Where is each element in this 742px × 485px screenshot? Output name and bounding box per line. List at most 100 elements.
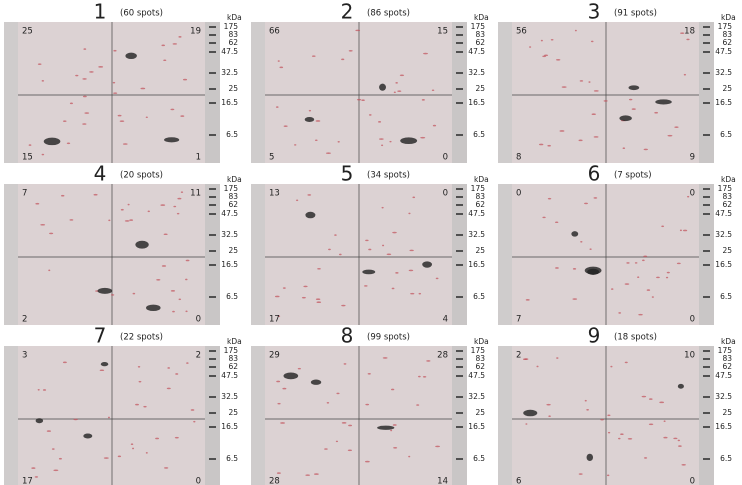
quadrant-count: 13 xyxy=(269,189,280,199)
ladder-marker: 25 xyxy=(722,408,732,417)
spot xyxy=(315,298,321,300)
quadrant-count: 6 xyxy=(516,477,521,485)
quadrant-count: 2 xyxy=(196,351,201,361)
spot xyxy=(556,357,559,359)
spot xyxy=(663,420,666,423)
spot xyxy=(113,49,117,52)
quadrant-count: 66 xyxy=(269,27,280,37)
dark-spot xyxy=(310,379,322,385)
ladder-marker: 47.5 xyxy=(468,371,485,380)
ladder-unit: kDa xyxy=(474,175,489,184)
ladder-band xyxy=(456,204,463,206)
dark-spot xyxy=(628,85,640,91)
spot xyxy=(600,418,604,421)
spot xyxy=(277,402,281,405)
ladder-band xyxy=(456,296,463,298)
spot xyxy=(341,422,347,424)
gel-area xyxy=(18,184,205,325)
spot xyxy=(328,248,331,251)
spot xyxy=(572,268,577,270)
spot xyxy=(361,99,365,101)
quadrant-count: 0 xyxy=(690,189,695,199)
spot xyxy=(42,389,47,391)
ladder-marker: 62 xyxy=(475,200,485,209)
spot xyxy=(173,205,177,208)
spot xyxy=(397,90,402,92)
ladder-band xyxy=(209,102,216,104)
spot xyxy=(130,443,134,446)
spot xyxy=(364,285,368,287)
ladder-strip xyxy=(699,22,714,163)
ladder-marker: 16.5 xyxy=(468,260,485,269)
spot xyxy=(399,74,405,77)
spot xyxy=(297,367,301,370)
ladder-marker: 175 xyxy=(718,184,733,193)
spot xyxy=(603,100,608,102)
dark-spot xyxy=(283,372,299,380)
spot xyxy=(117,455,122,458)
spot xyxy=(317,267,321,270)
sample-strip xyxy=(4,22,18,163)
quadrant-count: 8 xyxy=(516,153,521,163)
ladder-band xyxy=(456,350,463,352)
ladder-band xyxy=(456,72,463,74)
ladder-band xyxy=(456,188,463,190)
spot xyxy=(53,469,59,472)
spot xyxy=(382,357,388,359)
spot xyxy=(395,272,399,274)
spot xyxy=(641,395,647,398)
ladder-band xyxy=(456,34,463,36)
spot xyxy=(638,313,643,316)
spot xyxy=(578,139,583,142)
spot xyxy=(186,362,189,364)
ladder-band xyxy=(209,375,216,377)
ladder-band xyxy=(703,134,710,136)
sample-strip xyxy=(4,346,18,485)
spot xyxy=(643,255,648,258)
ladder-band xyxy=(456,42,463,44)
spot xyxy=(277,60,280,62)
spot xyxy=(389,140,392,143)
spot xyxy=(547,197,552,200)
spot xyxy=(277,315,281,317)
spot xyxy=(435,277,439,280)
spot xyxy=(120,208,124,211)
ladder-band xyxy=(703,296,710,298)
spot xyxy=(593,90,599,92)
spot xyxy=(586,409,590,411)
spot xyxy=(135,403,139,406)
ladder-band xyxy=(456,51,463,53)
spot xyxy=(643,148,648,151)
ladder-band xyxy=(209,51,216,53)
spot xyxy=(174,436,179,439)
spot xyxy=(185,310,188,313)
ladder-band xyxy=(456,196,463,198)
spot xyxy=(73,418,78,421)
spot xyxy=(540,39,543,42)
ladder-band xyxy=(456,358,463,360)
ladder-marker: 83 xyxy=(475,30,485,39)
spot xyxy=(356,98,362,101)
spot xyxy=(368,114,372,116)
ladder-marker: 25 xyxy=(228,246,238,255)
ladder-marker: 175 xyxy=(471,346,486,355)
quadrant-count: 15 xyxy=(437,27,448,37)
spot xyxy=(160,204,166,206)
spot xyxy=(276,472,281,474)
ladder-band xyxy=(703,396,710,398)
spot xyxy=(368,248,372,251)
spot xyxy=(555,267,559,269)
ladder-marker: 6.5 xyxy=(473,292,485,301)
spot xyxy=(31,467,36,469)
spot xyxy=(555,221,559,224)
spot xyxy=(28,144,32,146)
quadrant-count: 28 xyxy=(437,351,448,361)
spot-count: (60 spots) xyxy=(120,9,163,19)
spot xyxy=(617,437,621,440)
ladder-marker: 47.5 xyxy=(468,47,485,56)
spot xyxy=(418,292,422,295)
spot xyxy=(627,437,633,440)
spot xyxy=(46,430,52,432)
ladder-marker: 16.5 xyxy=(221,422,238,431)
